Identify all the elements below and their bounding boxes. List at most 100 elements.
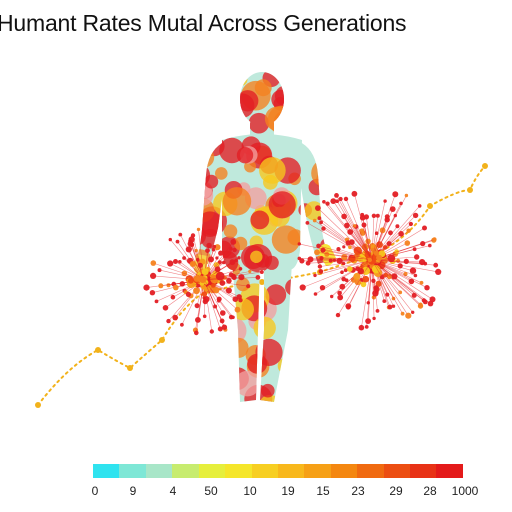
cluster-ray [367, 259, 373, 322]
color-scale-segment [93, 464, 120, 478]
body-mutation-blob [250, 210, 270, 230]
cluster-dot [259, 270, 264, 274]
color-scale-segment [119, 464, 146, 478]
cluster-dot [406, 228, 411, 233]
cluster-ray [371, 259, 436, 266]
cluster-ray [336, 201, 373, 261]
cluster-ray [371, 259, 428, 288]
cluster-dot [219, 280, 226, 286]
cluster-dot [358, 281, 362, 285]
cluster-dot [322, 200, 326, 204]
cluster-dot [157, 268, 162, 273]
cluster-ray [323, 201, 373, 261]
cluster-dot [383, 272, 389, 278]
cluster-dot [428, 243, 432, 248]
body-mutation-blob [196, 146, 205, 161]
cluster-ray [172, 279, 205, 298]
cluster-dot [419, 280, 424, 285]
cluster-dot [318, 269, 324, 274]
cluster-dot [332, 258, 336, 262]
color-scale-tick-label: 50 [204, 484, 218, 498]
cluster-ray [315, 259, 373, 295]
body-mutation-blob [299, 121, 318, 140]
cluster-ray [190, 243, 205, 281]
cluster-dot [205, 248, 210, 254]
cluster-dot [343, 196, 349, 202]
cluster-ray [181, 279, 205, 325]
cluster-dot [387, 304, 393, 310]
body-mutation-blob [255, 338, 283, 366]
cluster-dot [238, 274, 245, 281]
cluster-ray [203, 277, 258, 281]
cluster-dot [143, 284, 150, 291]
cluster-dot [234, 306, 241, 313]
color-scale-bar [93, 464, 463, 478]
cluster-dot [305, 260, 311, 266]
cluster-dot [172, 314, 178, 321]
cluster-dot [392, 191, 399, 198]
color-scale-tick-label: 1000 [451, 484, 479, 498]
cluster-dot [371, 278, 376, 283]
cluster-dot [237, 256, 241, 260]
body-mutation-blob [276, 112, 299, 135]
color-scale-segment [172, 464, 199, 478]
cluster-dot [149, 290, 156, 296]
cluster-ray [318, 245, 373, 261]
cluster-dot [175, 239, 180, 244]
cluster-dot [320, 247, 326, 253]
cluster-dot [338, 196, 343, 202]
cluster-dot [372, 316, 376, 321]
cluster-dot [209, 329, 214, 334]
color-scale-tick-label: 28 [423, 484, 437, 498]
cluster-dot [305, 221, 310, 225]
cluster-dot [212, 287, 220, 294]
body-mutation-blob [205, 72, 235, 102]
cluster-dot [324, 251, 330, 257]
cluster-dot [313, 273, 317, 278]
cluster-ray [371, 259, 403, 314]
cluster-dot [375, 280, 382, 287]
body-mutation-blob [197, 211, 223, 237]
cluster-ray [203, 248, 232, 281]
mutation-cluster-right [297, 190, 442, 331]
cluster-dot [215, 256, 219, 260]
body-mutation-blob [222, 187, 252, 216]
body-mutation-blob [233, 236, 248, 251]
body-mutation-blob [196, 391, 209, 402]
color-scale-segment [251, 464, 278, 478]
color-scale-segment [277, 464, 305, 478]
cluster-ray [174, 279, 205, 318]
cluster-ray [203, 279, 225, 328]
cluster-dot [391, 304, 396, 308]
cluster-dot [375, 309, 380, 313]
cluster-dot [217, 326, 223, 332]
color-scale-segment [198, 464, 226, 478]
cluster-dot [385, 292, 390, 297]
cluster-dot [405, 312, 412, 319]
cluster-ray [203, 252, 221, 281]
cluster-ray [203, 279, 234, 318]
cluster-dot [395, 224, 400, 229]
cluster-dot [330, 198, 337, 205]
cluster-dot [404, 240, 411, 246]
cluster-ray [371, 201, 386, 261]
cluster-dot [180, 322, 184, 327]
cluster-dot [435, 268, 442, 275]
cluster-dot [232, 247, 237, 253]
cluster-ray [314, 259, 373, 276]
cluster-dot [365, 318, 371, 324]
cluster-dot [170, 294, 176, 300]
cluster-dot [413, 273, 418, 278]
cluster-dot [345, 240, 351, 246]
body-mutation-blob [204, 174, 219, 189]
cluster-dot [226, 278, 232, 284]
body-mutation-blob [316, 170, 330, 191]
cluster-dot [185, 246, 192, 253]
cluster-dot [360, 281, 367, 288]
cluster-dot [218, 250, 224, 256]
cluster-dot [400, 311, 405, 316]
cluster-dot [372, 265, 380, 273]
cluster-ray [333, 200, 373, 261]
cluster-dot [424, 285, 430, 291]
